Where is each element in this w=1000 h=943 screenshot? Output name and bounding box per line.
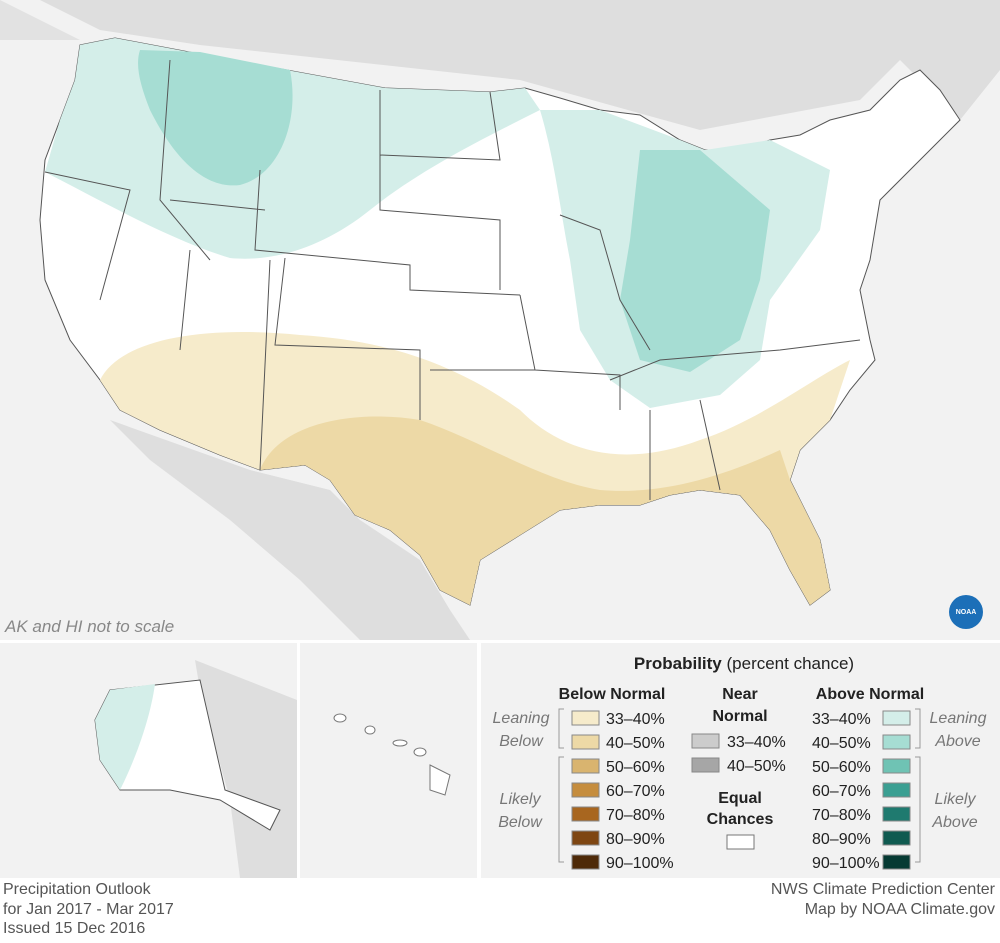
- legend-label: 60–70%: [606, 783, 665, 800]
- legend-label: 80–90%: [812, 831, 871, 848]
- legend-label: 90–100%: [606, 855, 674, 872]
- legend-swatch: [882, 830, 911, 846]
- equal-heading: Chances: [707, 811, 774, 828]
- hawaii-panel: [300, 643, 477, 878]
- footer-left: Precipitation Outlook: [3, 881, 152, 898]
- below-40-south: [260, 416, 830, 605]
- likely-below-label: Below: [498, 814, 543, 831]
- legend-swatch: [882, 782, 911, 798]
- legend-label: 60–70%: [812, 783, 871, 800]
- legend-swatch: [882, 710, 911, 726]
- likely-above-label: Likely: [935, 791, 977, 808]
- near-heading: Near: [722, 686, 758, 703]
- legend-swatch: [691, 757, 720, 773]
- leaning-above-label: Above: [934, 733, 980, 750]
- legend-swatch: [571, 710, 600, 726]
- legend-swatch: [882, 758, 911, 774]
- legend-label: 70–80%: [812, 807, 871, 824]
- legend-swatch: [571, 734, 600, 750]
- us-map: [39, 37, 961, 606]
- equal-chances-swatch: [726, 834, 755, 850]
- legend-label: 40–50%: [812, 735, 871, 752]
- legend-label: 80–90%: [606, 831, 665, 848]
- footer-right: NWS Climate Prediction Center: [771, 881, 996, 898]
- leaning-above-label: Leaning: [930, 710, 987, 727]
- legend-swatch: [571, 806, 600, 822]
- legend-swatch: [882, 806, 911, 822]
- footer-left: Issued 15 Dec 2016: [3, 920, 145, 937]
- equal-heading: Equal: [718, 790, 762, 807]
- leaning-below-label: Leaning: [493, 710, 550, 727]
- mexico: [110, 420, 470, 640]
- legend-swatch: [571, 782, 600, 798]
- below-heading: Below Normal: [559, 686, 666, 703]
- leaning-below-label: Below: [499, 733, 544, 750]
- legend-label: 50–60%: [606, 759, 665, 776]
- legend-swatch: [571, 758, 600, 774]
- legend-label: 70–80%: [606, 807, 665, 824]
- above-40-northwest: [138, 50, 293, 186]
- legend-swatch: [882, 734, 911, 750]
- noaa-logo-text: NOAA: [956, 609, 977, 616]
- legend-swatch: [882, 854, 911, 870]
- legend-label: 33–40%: [606, 711, 665, 728]
- above-heading: Above Normal: [816, 686, 924, 703]
- legend-brackets: [558, 708, 921, 863]
- noaa-logo: [949, 595, 983, 629]
- legend-label: 40–50%: [606, 735, 665, 752]
- legend-swatch: [571, 854, 600, 870]
- legend-swatch: [691, 733, 720, 749]
- hawaii: [333, 713, 451, 796]
- legend-label: 50–60%: [812, 759, 871, 776]
- above-40-midwest: [620, 150, 770, 372]
- likely-below-label: Likely: [500, 791, 542, 808]
- legend-label: 33–40%: [727, 734, 786, 751]
- alaska-leaning-above: [95, 684, 155, 790]
- legend-title: Probability (percent chance): [634, 654, 854, 673]
- legend-label: 90–100%: [812, 855, 880, 872]
- legend-label: 40–50%: [727, 758, 786, 775]
- near-heading: Normal: [712, 708, 767, 725]
- footer-left: for Jan 2017 - Mar 2017: [3, 901, 174, 918]
- canada-land: [40, 0, 1000, 130]
- legend-title-main: Probability: [634, 654, 722, 673]
- legend-title-suffix: (percent chance): [727, 654, 855, 673]
- legend-swatch: [571, 830, 600, 846]
- footer-right: Map by NOAA Climate.gov: [805, 901, 995, 918]
- map-note: AK and HI not to scale: [4, 617, 174, 636]
- state-lines: [44, 59, 861, 500]
- likely-above-label: Above: [931, 814, 977, 831]
- legend-label: 33–40%: [812, 711, 871, 728]
